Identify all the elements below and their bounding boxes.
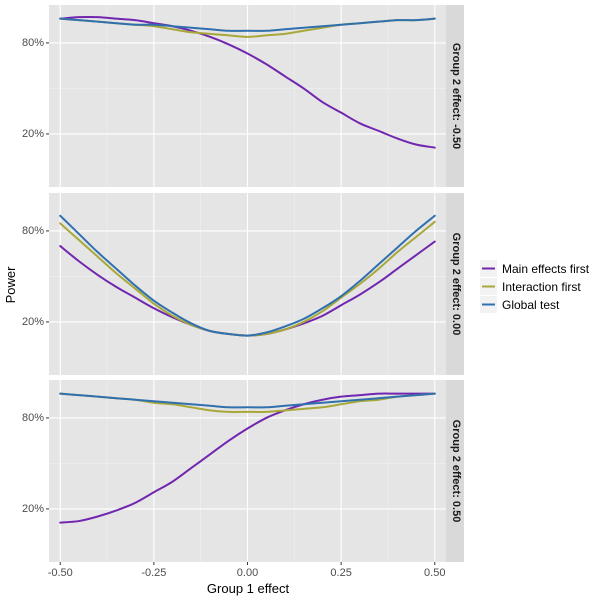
x-tick-label: -0.50: [48, 567, 73, 579]
series-line-global-test: [59, 214, 436, 337]
y-tick-label: 80%: [22, 412, 44, 424]
legend-label: Main effects first: [502, 262, 590, 276]
facet-strip: [446, 193, 464, 375]
y-axis-title: Power: [3, 266, 18, 304]
series-line-global-test: [59, 17, 436, 32]
facet-strip: [446, 380, 464, 562]
axes-layer: 20% 80% 20% 80% 20% 80% -0.50 -0.25 0.00 0.25 0.50: [22, 37, 446, 579]
legend-label: Interaction first: [502, 280, 581, 294]
y-tick-label: 20%: [22, 128, 44, 140]
panels-layer: Group 2 effect: -0.50 Group 2 effect: 0.0…: [49, 5, 464, 562]
x-tick-label: 0.50: [424, 567, 445, 579]
x-tick-label: 0.00: [237, 567, 258, 579]
y-tick-label: 20%: [22, 316, 44, 328]
panel-3: Group 2 effect: 0.50: [49, 380, 464, 562]
series-line-global-test: [59, 392, 436, 409]
x-axis-title: Group 1 effect: [207, 581, 290, 596]
x-tick-label: -0.25: [141, 567, 166, 579]
series-line-main-effects-first: [59, 15, 436, 149]
panel-2: Group 2 effect: 0.00: [49, 193, 464, 375]
panel-1: Group 2 effect: -0.50: [49, 5, 464, 187]
facet-strip: [446, 5, 464, 187]
y-tick-label: 80%: [22, 225, 44, 237]
legend: Main effects first Interaction first Globa…: [480, 260, 590, 313]
facet-strip-label: Group 2 effect: 0.50: [450, 420, 462, 523]
y-tick-label: 20%: [22, 503, 44, 515]
facet-strip-label: Group 2 effect: 0.00: [450, 233, 462, 336]
facet-strip-label: Group 2 effect: -0.50: [450, 43, 462, 149]
legend-label: Global test: [502, 298, 560, 312]
series-line-main-effects-first: [59, 392, 436, 524]
y-tick-label: 80%: [22, 37, 44, 49]
x-tick-label: 0.25: [330, 567, 351, 579]
